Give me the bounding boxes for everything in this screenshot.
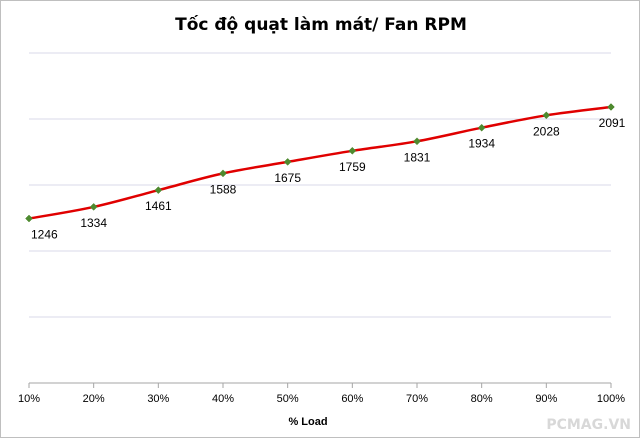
gridlines xyxy=(29,52,611,318)
data-point-marker xyxy=(283,158,292,166)
data-markers xyxy=(25,103,615,223)
x-tick-label: 10% xyxy=(18,393,40,405)
chart-title: Tốc độ quạt làm mát/ Fan RPM xyxy=(175,14,467,35)
data-label: 1588 xyxy=(210,182,237,196)
data-point-marker xyxy=(607,103,615,111)
series-line-layer xyxy=(27,105,613,220)
data-point-marker xyxy=(348,146,357,155)
data-label: 2028 xyxy=(533,124,560,138)
data-point-marker xyxy=(89,203,98,211)
x-tick-label: 90% xyxy=(535,393,557,405)
x-tick-label: 30% xyxy=(147,393,169,405)
data-point-marker xyxy=(413,137,421,146)
data-label: 2091 xyxy=(599,116,626,130)
data-label: 1461 xyxy=(145,199,172,213)
x-tick-label: 60% xyxy=(341,393,363,405)
data-point-marker xyxy=(219,169,227,178)
x-tick-label: 20% xyxy=(83,393,105,405)
x-axis-title: % Load xyxy=(288,416,327,428)
data-label: 1334 xyxy=(80,216,107,230)
data-point-marker xyxy=(542,111,551,120)
x-tick-label: 80% xyxy=(471,393,493,405)
data-point-marker xyxy=(477,123,486,132)
data-label: 1934 xyxy=(468,137,495,151)
data-label: 1759 xyxy=(339,160,366,174)
x-tick-label: 70% xyxy=(406,393,428,405)
x-tick-label: 50% xyxy=(277,393,299,405)
data-label: 1675 xyxy=(274,171,301,185)
watermark-text: PCMAG.VN xyxy=(546,417,631,433)
series-line xyxy=(27,105,613,220)
data-label: 1246 xyxy=(31,228,58,242)
x-tick-label: 100% xyxy=(597,393,625,405)
x-axis: 10% 20% 30% 40% 50% 60% 70% 80% 90% 100% xyxy=(18,382,625,405)
data-point-marker xyxy=(154,186,163,195)
x-tick-label: 40% xyxy=(212,393,234,405)
data-point-marker xyxy=(25,214,33,223)
data-labels: 1246 1334 1461 1588 1675 1759 1831 1934 2028 2091 xyxy=(31,116,626,242)
data-label: 1831 xyxy=(404,150,431,164)
